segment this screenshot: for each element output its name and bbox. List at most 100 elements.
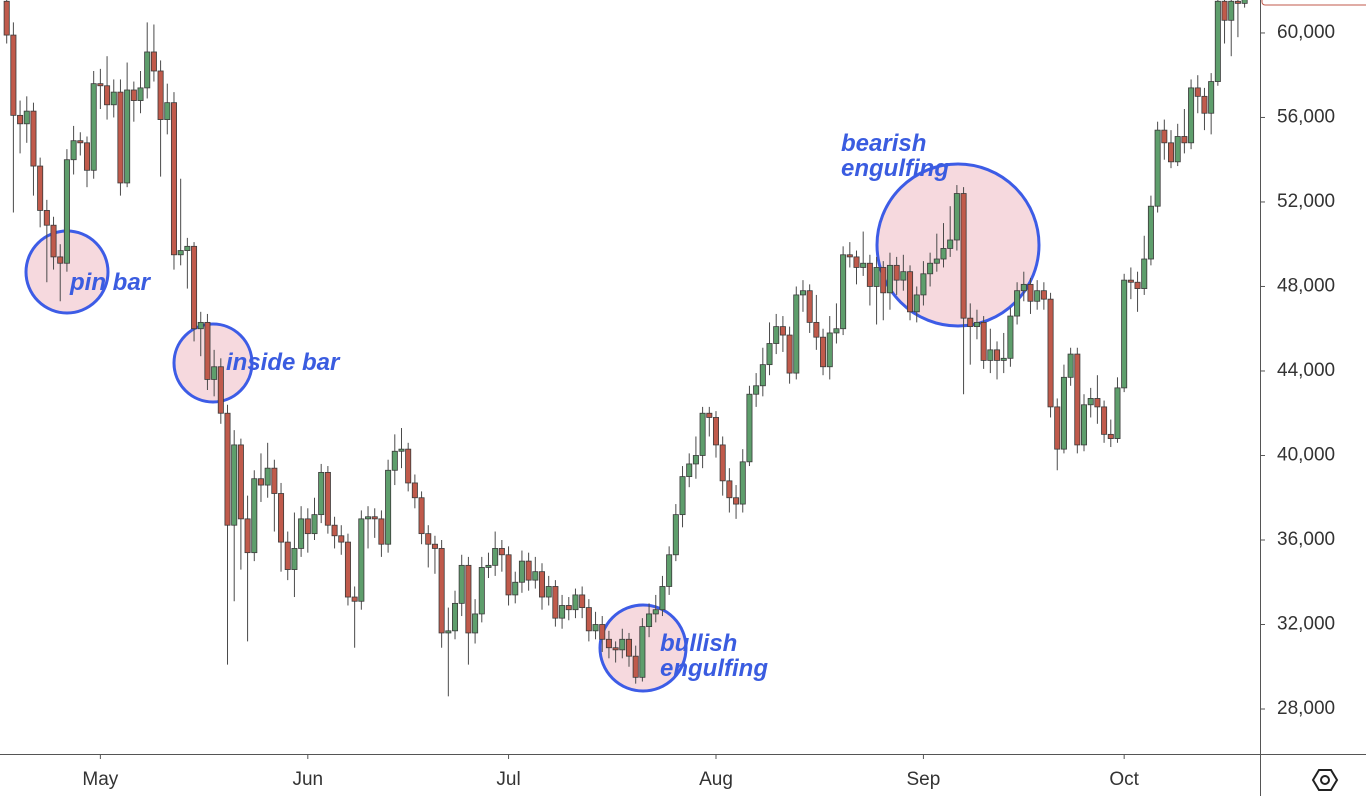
candle-body bbox=[1094, 398, 1101, 408]
candle-body bbox=[907, 271, 914, 313]
candle-body bbox=[1121, 279, 1128, 389]
candle-body bbox=[619, 638, 626, 651]
candle-body bbox=[1107, 433, 1114, 439]
y-tick-label: 40,000 bbox=[1277, 445, 1335, 466]
candle-body bbox=[799, 290, 806, 296]
candle-body bbox=[1054, 406, 1061, 450]
candle-body bbox=[1020, 283, 1027, 292]
candle-body bbox=[1014, 290, 1021, 317]
settings-hexagon[interactable] bbox=[1311, 769, 1339, 791]
candle-body bbox=[1081, 404, 1088, 446]
price-label-edge bbox=[1261, 0, 1366, 6]
candle-body bbox=[960, 193, 967, 319]
candle-body bbox=[712, 417, 719, 446]
candle-body bbox=[786, 334, 793, 374]
candle-body bbox=[1114, 387, 1121, 439]
candle-body bbox=[913, 294, 920, 313]
candle-body bbox=[820, 336, 827, 368]
candle-body bbox=[257, 478, 264, 486]
candle-body bbox=[137, 87, 144, 101]
candle-body bbox=[57, 256, 64, 264]
candle-body bbox=[371, 516, 378, 520]
candle-body bbox=[1127, 279, 1134, 283]
y-tick-label: 32,000 bbox=[1277, 614, 1335, 635]
candle-body bbox=[104, 85, 111, 106]
annotation: engulfing bbox=[660, 655, 768, 682]
candle-body bbox=[50, 224, 57, 258]
settings-center[interactable] bbox=[1320, 775, 1330, 785]
candle-body bbox=[846, 254, 853, 258]
candle-body bbox=[666, 554, 673, 587]
candle-body bbox=[1161, 129, 1168, 144]
candle-body bbox=[271, 467, 278, 494]
candle-body bbox=[860, 262, 867, 268]
annotation: pin bar bbox=[69, 269, 152, 296]
candle-body bbox=[739, 461, 746, 505]
candle-body bbox=[1154, 129, 1161, 207]
candle-body bbox=[311, 514, 318, 535]
candle-body bbox=[411, 482, 418, 499]
candle-body bbox=[184, 245, 191, 251]
candle-body bbox=[358, 518, 365, 602]
candle-body bbox=[3, 0, 10, 36]
candle-body bbox=[1181, 136, 1188, 144]
candle-body bbox=[873, 267, 880, 287]
candle-body bbox=[170, 102, 177, 256]
candle-body bbox=[1000, 357, 1007, 361]
candle-body bbox=[418, 497, 425, 535]
candle-body bbox=[980, 321, 987, 361]
candle-body bbox=[592, 624, 599, 632]
candle-body bbox=[264, 467, 271, 486]
candle-body bbox=[43, 210, 50, 226]
candle-body bbox=[967, 317, 974, 328]
candle-body bbox=[291, 548, 298, 570]
candle-body bbox=[231, 444, 238, 526]
candle-body bbox=[478, 567, 485, 615]
candle-body bbox=[539, 571, 546, 598]
candle-body bbox=[746, 393, 753, 463]
annotation: inside bar bbox=[226, 349, 341, 376]
candle-body bbox=[237, 444, 244, 520]
candle-body bbox=[244, 518, 251, 554]
settings-icon[interactable] bbox=[1311, 769, 1339, 791]
candle-body bbox=[150, 51, 157, 72]
candle-body bbox=[378, 518, 385, 545]
candle-body bbox=[117, 91, 124, 184]
candle-body bbox=[532, 571, 539, 581]
candle-body bbox=[1221, 0, 1228, 21]
candle-body bbox=[579, 594, 586, 608]
candle-body bbox=[1147, 205, 1154, 260]
candle-body bbox=[452, 602, 459, 632]
candle-body bbox=[445, 630, 452, 634]
candle-body bbox=[144, 51, 151, 89]
candle-body bbox=[1228, 0, 1235, 21]
candle-body bbox=[545, 586, 552, 598]
candle-body bbox=[498, 548, 505, 556]
candle-body bbox=[686, 463, 693, 478]
candle-body bbox=[1134, 281, 1141, 289]
candle-body bbox=[953, 193, 960, 241]
candle-body bbox=[278, 493, 285, 543]
candle-body bbox=[324, 471, 331, 526]
candle-body bbox=[505, 554, 512, 596]
candle-body bbox=[1067, 353, 1074, 378]
candle-body bbox=[625, 638, 632, 657]
candle-body bbox=[1087, 398, 1094, 406]
candle-body bbox=[344, 541, 351, 598]
candle-body bbox=[559, 605, 566, 619]
candle-body bbox=[679, 476, 686, 516]
candle-body bbox=[251, 478, 258, 554]
candle-body bbox=[385, 469, 392, 545]
candle-body bbox=[211, 366, 218, 380]
candle-body bbox=[927, 262, 934, 275]
candle-body bbox=[793, 294, 800, 374]
x-tick-label: Jun bbox=[292, 769, 323, 790]
candle-body bbox=[759, 364, 766, 387]
candle-body bbox=[224, 412, 231, 526]
candle-body bbox=[298, 518, 305, 549]
candle-body bbox=[63, 159, 70, 264]
candle-body bbox=[826, 332, 833, 368]
candle-body bbox=[806, 290, 813, 323]
candle-body bbox=[987, 349, 994, 361]
